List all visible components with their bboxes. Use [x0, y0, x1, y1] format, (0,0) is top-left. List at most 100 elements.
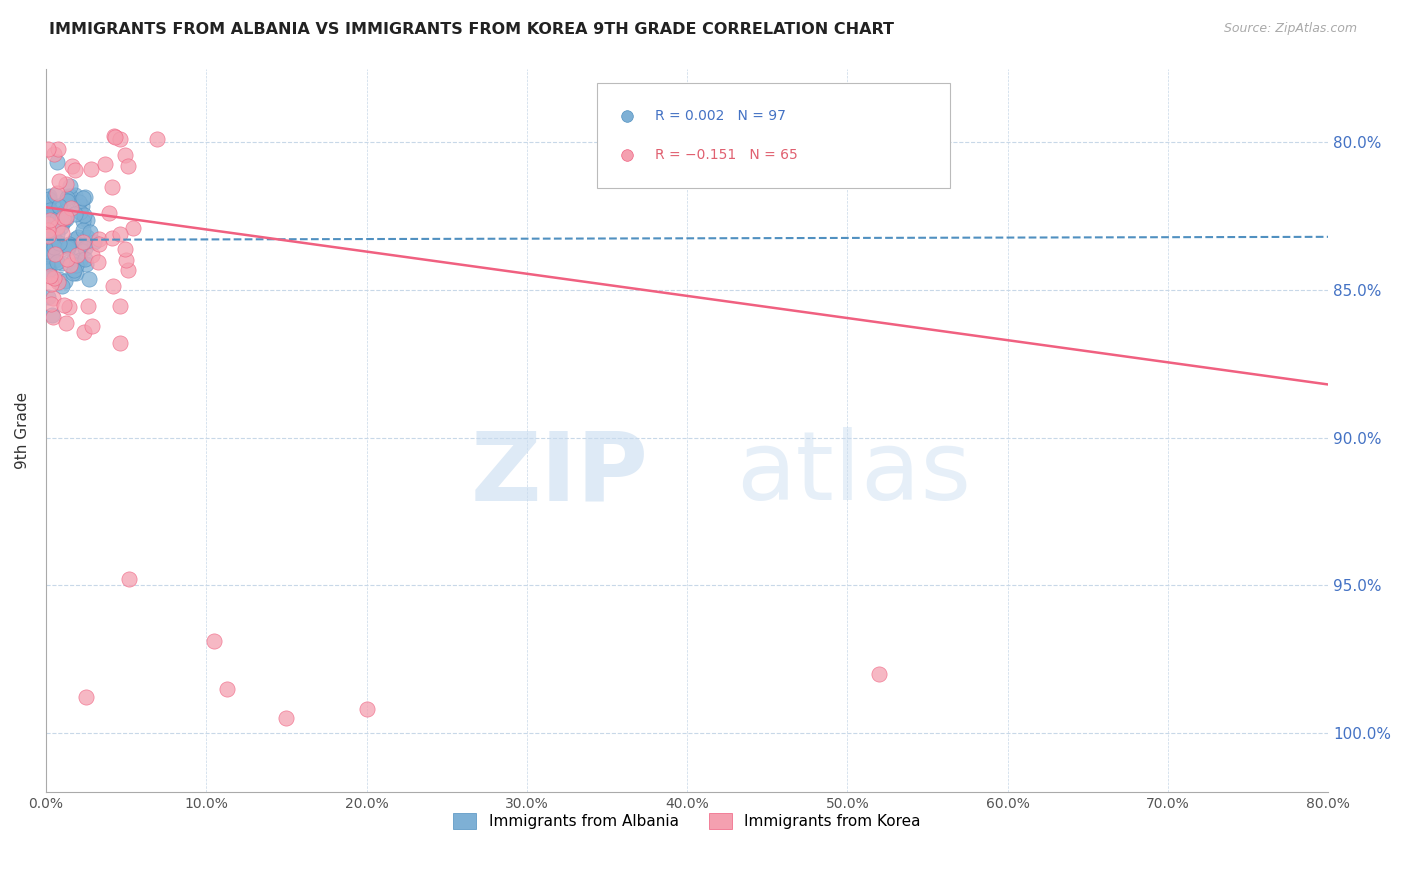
- Point: [73, 189, 96, 203]
- Point: [38, 219, 60, 234]
- Point: [51, 226, 73, 240]
- Point: [66, 247, 89, 261]
- Point: [59, 188, 82, 202]
- Point: [72, 223, 94, 237]
- Point: [72, 199, 94, 213]
- Point: [60, 159, 83, 173]
- Point: [38, 210, 60, 224]
- Point: [67, 230, 90, 244]
- Point: [117, 160, 139, 174]
- Point: [35, 236, 58, 251]
- Point: [46, 220, 69, 235]
- Point: [121, 221, 143, 235]
- Point: [73, 325, 96, 339]
- Point: [101, 279, 124, 293]
- Point: [39, 242, 62, 256]
- Point: [110, 299, 132, 313]
- Point: [56, 194, 79, 208]
- Point: [51, 279, 73, 293]
- Point: [69, 243, 91, 257]
- Point: [45, 242, 67, 256]
- Point: [52, 215, 75, 229]
- Point: [53, 211, 76, 225]
- Point: [101, 231, 124, 245]
- Point: [46, 208, 69, 222]
- Text: Source: ZipAtlas.com: Source: ZipAtlas.com: [1223, 22, 1357, 36]
- Point: [72, 191, 94, 205]
- Point: [51, 256, 73, 270]
- Text: atlas: atlas: [737, 427, 972, 520]
- Point: [79, 225, 101, 239]
- Point: [80, 162, 103, 177]
- Point: [38, 189, 60, 203]
- Point: [44, 237, 66, 252]
- Point: [761, 490, 783, 504]
- Point: [35, 259, 58, 273]
- Point: [356, 702, 378, 716]
- Point: [39, 213, 62, 227]
- Point: [42, 230, 65, 244]
- Point: [42, 238, 65, 252]
- Point: [37, 218, 59, 232]
- Point: [52, 298, 75, 312]
- Point: [58, 301, 80, 315]
- Point: [42, 207, 65, 221]
- Point: [55, 211, 77, 226]
- Point: [58, 241, 80, 255]
- Point: [94, 157, 117, 171]
- Point: [46, 276, 69, 290]
- Point: [44, 240, 66, 254]
- Point: [41, 310, 63, 324]
- Point: [63, 207, 86, 221]
- Point: [114, 148, 136, 162]
- Point: [59, 201, 82, 215]
- Point: [202, 634, 225, 648]
- Point: [59, 258, 82, 272]
- Point: [37, 249, 59, 263]
- Point: [114, 243, 136, 257]
- Point: [80, 247, 103, 261]
- Point: [55, 178, 77, 192]
- Point: [41, 243, 63, 257]
- Point: [104, 130, 127, 145]
- Point: [37, 227, 59, 242]
- Point: [75, 690, 97, 705]
- Point: [48, 271, 70, 285]
- Y-axis label: 9th Grade: 9th Grade: [15, 392, 30, 469]
- Point: [114, 253, 136, 268]
- Point: [37, 241, 59, 255]
- Point: [35, 216, 58, 230]
- Point: [44, 253, 66, 268]
- Point: [48, 174, 70, 188]
- Point: [69, 252, 91, 267]
- Point: [38, 261, 60, 276]
- Point: [35, 256, 58, 270]
- Point: [108, 227, 131, 241]
- Point: [83, 235, 105, 249]
- Point: [62, 266, 84, 280]
- Point: [49, 219, 72, 234]
- Point: [98, 206, 121, 220]
- Point: [62, 253, 84, 268]
- Legend: Immigrants from Albania, Immigrants from Korea: Immigrants from Albania, Immigrants from…: [447, 806, 927, 835]
- Point: [55, 210, 77, 224]
- Point: [56, 189, 79, 203]
- Point: [46, 142, 69, 156]
- Point: [38, 268, 60, 283]
- Point: [73, 252, 96, 266]
- Point: [39, 297, 62, 311]
- Point: [39, 277, 62, 292]
- Point: [55, 252, 77, 266]
- Point: [53, 204, 76, 219]
- Point: [58, 239, 80, 253]
- Point: [52, 211, 75, 225]
- Point: [76, 213, 98, 227]
- Point: [63, 232, 86, 246]
- Point: [75, 257, 97, 271]
- Point: [37, 142, 59, 156]
- Point: [65, 266, 87, 280]
- Point: [65, 258, 87, 272]
- Point: [101, 179, 124, 194]
- Point: [58, 237, 80, 252]
- Point: [35, 258, 58, 272]
